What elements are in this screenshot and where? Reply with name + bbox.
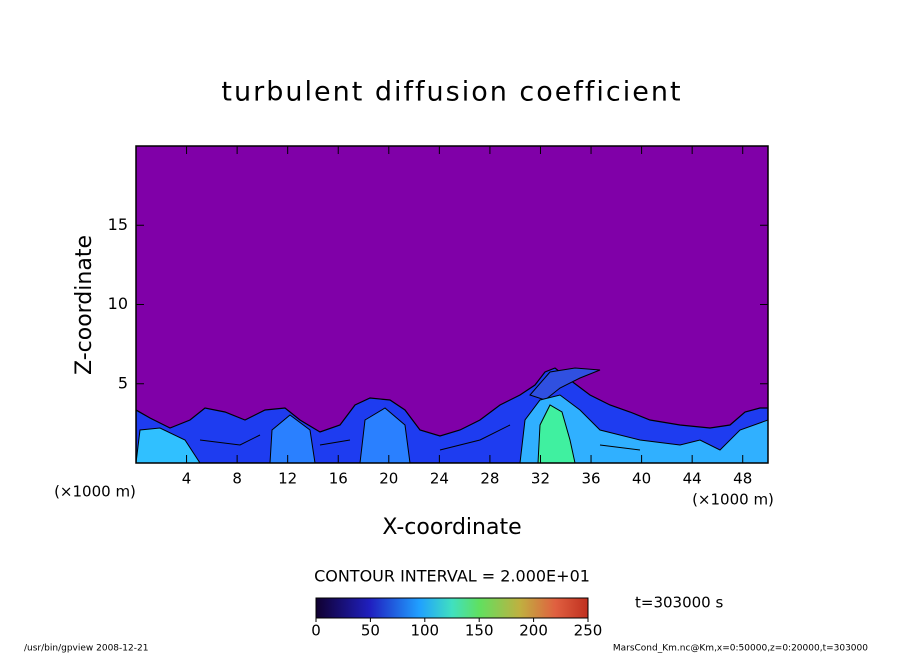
field — [136, 146, 768, 463]
colorbar-tick-label: 250 — [574, 622, 603, 640]
field-patch — [269, 414, 316, 463]
colorbar-tick-label: 150 — [465, 622, 494, 640]
y-tick-label: 15 — [108, 215, 128, 234]
contour-interval: CONTOUR INTERVAL = 2.000E+01 — [314, 567, 590, 586]
x-tick-label: 20 — [379, 470, 398, 488]
field-patch — [519, 394, 768, 463]
footer-right: MarsCond_Km.nc@Km,x=0:50000,z=0:20000,t=… — [613, 644, 868, 654]
y-unit: (×1000 m) — [54, 483, 136, 501]
colorbar-tick-label: 200 — [519, 622, 548, 640]
x-tick-label: 12 — [278, 470, 297, 488]
x-tick-label: 28 — [480, 470, 499, 488]
x-tick-label: 32 — [531, 470, 550, 488]
field-patch — [359, 407, 411, 463]
footer-left: /usr/bin/gpview 2008-12-21 — [24, 644, 148, 654]
x-tick-label: 48 — [733, 470, 752, 488]
colorbar-tick-label: 100 — [410, 622, 439, 640]
x-tick-label: 8 — [232, 470, 242, 488]
x-tick-label: 4 — [182, 470, 192, 488]
x-tick-label: 40 — [632, 470, 651, 488]
y-axis-label: Z-coordinate — [72, 235, 97, 375]
x-unit: (×1000 m) — [692, 491, 774, 509]
x-axis-label: X-coordinate — [382, 515, 521, 540]
colorbar — [315, 597, 589, 619]
colorbar-tick-label: 50 — [361, 622, 380, 640]
field-patch — [136, 427, 201, 463]
field-patch — [537, 404, 576, 463]
x-tick-label: 36 — [581, 470, 600, 488]
field-contour — [199, 424, 641, 451]
time-label: t=303000 s — [635, 594, 723, 612]
y-tick-label: 10 — [108, 294, 128, 313]
chart-title: turbulent diffusion coefficient — [221, 77, 682, 108]
colorbar-tick-label: 0 — [311, 622, 321, 640]
x-tick-label: 44 — [683, 470, 702, 488]
field-background — [136, 146, 768, 463]
y-tick-label: 5 — [118, 373, 128, 392]
x-tick-label: 24 — [430, 470, 449, 488]
x-tick-label: 16 — [329, 470, 348, 488]
